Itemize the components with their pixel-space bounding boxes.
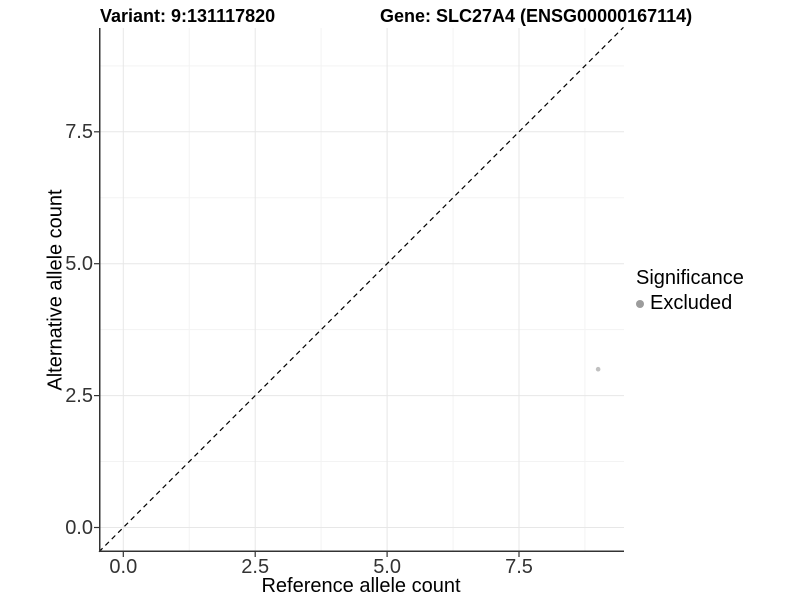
x-tick-label: 5.0 [373, 556, 401, 578]
legend: Significance Excluded [636, 267, 744, 315]
gene-title: Gene: SLC27A4 (ENSG00000167114) [380, 6, 693, 26]
plot-panel [94, 26, 624, 557]
legend-entry-label: Excluded [650, 292, 733, 314]
y-tick-label: 0.0 [65, 516, 93, 539]
y-tick-label: 2.5 [65, 384, 93, 407]
y-axis-title: Alternative allele count [44, 189, 67, 391]
variant-title: Variant: 9:131117820 [100, 6, 276, 26]
legend-title: Significance [636, 267, 744, 289]
x-tick-label: 2.5 [241, 556, 270, 578]
legend-entry-excluded: Excluded [636, 292, 744, 315]
plot-area [94, 26, 624, 557]
legend-key-point-icon [636, 299, 644, 308]
identity-dashed-line [98, 26, 624, 553]
x-axis-title: Reference allele count [261, 575, 461, 597]
data-point [595, 366, 601, 372]
x-tick-label: 7.5 [505, 556, 533, 578]
y-tick-label: 5.0 [65, 252, 93, 275]
x-tick-label: 0.0 [109, 556, 138, 578]
y-tick-label: 7.5 [65, 120, 93, 143]
